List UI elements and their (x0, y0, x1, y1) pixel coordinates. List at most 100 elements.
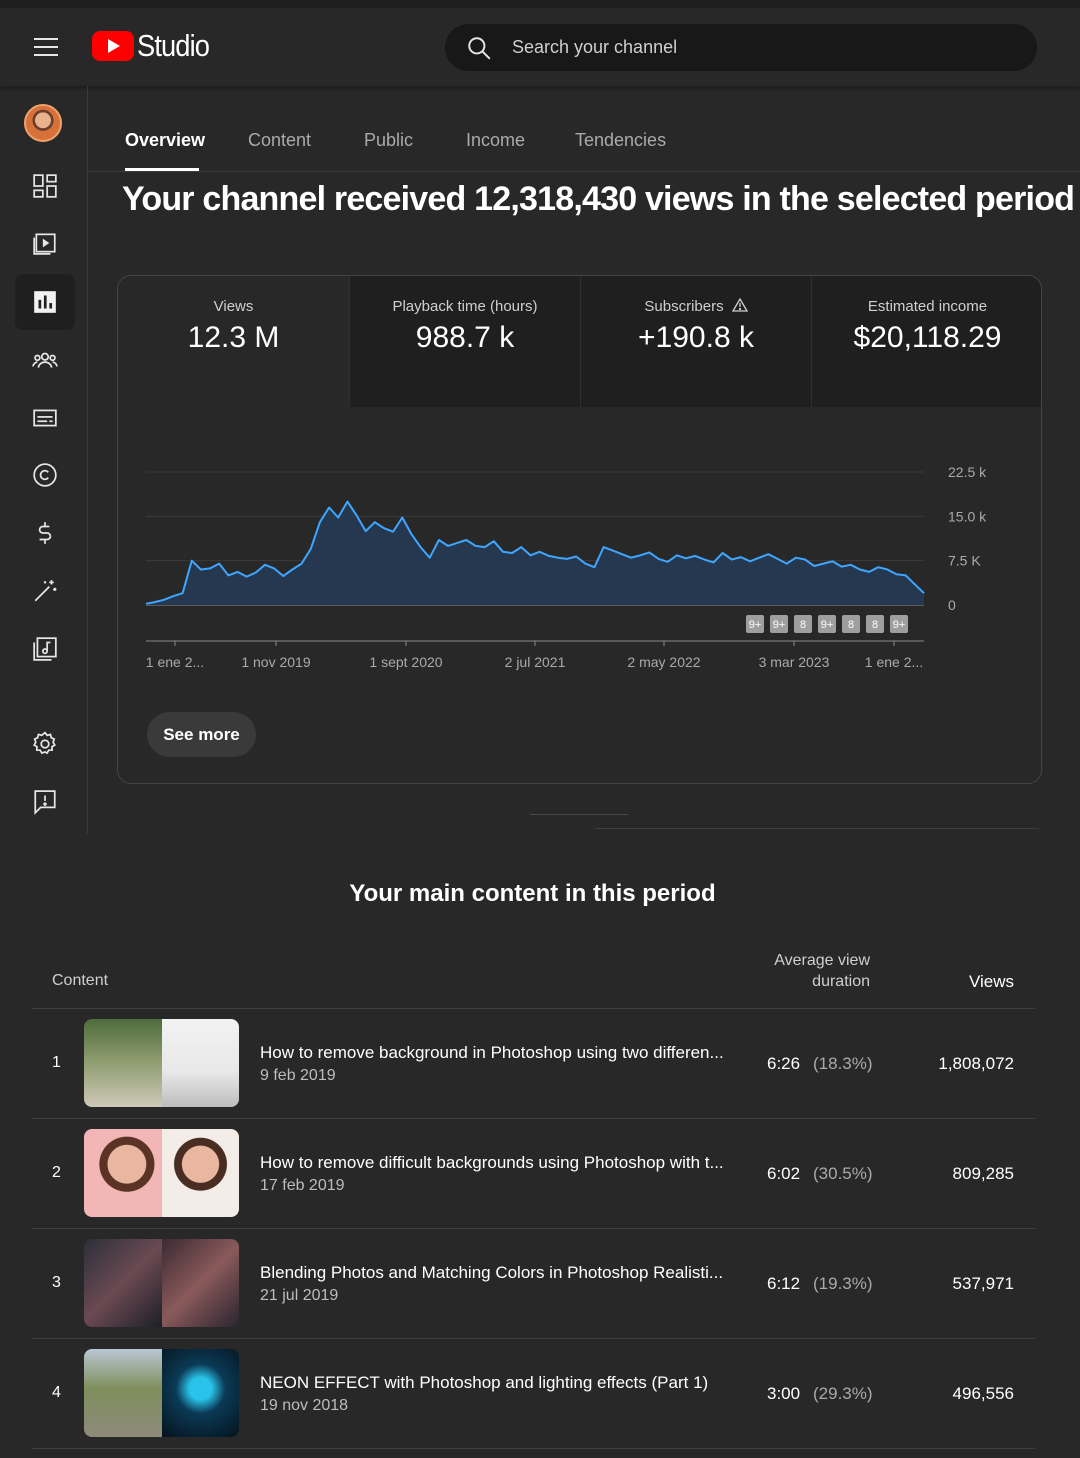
x-tick-label: 2 jul 2021 (505, 654, 566, 670)
metric-subscribers[interactable]: Subscribers +190.8 k (580, 276, 811, 407)
active-tab-indicator (125, 168, 199, 171)
menu-icon[interactable] (24, 32, 68, 62)
header-line-2: duration (812, 973, 870, 990)
table-row[interactable]: 2 How to remove difficult backgrounds us… (32, 1119, 1035, 1229)
top-content-title: Your main content in this period (349, 880, 716, 907)
analytics-tabs: Overview Content Public Income Tendencie… (88, 86, 1080, 172)
x-tick-label: 1 nov 2019 (241, 654, 310, 670)
metric-label-row: Subscribers (581, 298, 811, 315)
table-row[interactable]: 3 Blending Photos and Matching Colors in… (32, 1229, 1035, 1339)
analytics-nav[interactable] (15, 274, 75, 330)
event-marker (818, 615, 836, 633)
divider (530, 814, 628, 815)
x-tick-label: 2 may 2022 (627, 654, 700, 670)
copyright-nav[interactable] (15, 447, 75, 503)
y-tick-label: 0 (948, 597, 956, 613)
divider (595, 828, 1039, 829)
youtube-logo-icon (92, 31, 134, 61)
video-date: 9 feb 2019 (260, 1067, 336, 1084)
avg-view-duration: 6:12 (767, 1274, 801, 1293)
video-views: 537,971 (952, 1274, 1014, 1293)
subtitles-nav[interactable] (15, 390, 75, 446)
studio-logo[interactable]: Studio (92, 28, 219, 64)
metric-views[interactable]: Views 12.3 M (118, 276, 349, 407)
column-header-avg-view-duration[interactable]: Average view duration (774, 950, 870, 992)
audio-library-nav[interactable] (15, 621, 75, 677)
video-date: 17 feb 2019 (260, 1177, 345, 1194)
top-bar: Studio (0, 8, 1080, 86)
content-icon (33, 233, 56, 255)
x-tick-label: 1 ene 2... (865, 654, 923, 670)
audio-library-icon (33, 637, 57, 661)
x-tick-label: 1 sept 2020 (369, 654, 442, 670)
video-thumbnail[interactable] (84, 1349, 239, 1437)
metric-playback-time[interactable]: Playback time (hours) 988.7 k (349, 276, 580, 407)
dashboard-nav[interactable] (15, 158, 75, 214)
copyright-icon (33, 463, 57, 487)
video-title[interactable]: NEON EFFECT with Photoshop and lighting … (260, 1373, 709, 1392)
analytics-icon (34, 291, 56, 313)
event-marker-label: 9+ (749, 619, 762, 631)
warning-icon[interactable] (731, 298, 748, 312)
metric-label: Estimated income (867, 298, 988, 315)
header-line-1: Average view (774, 952, 870, 969)
tab-public[interactable]: Public (364, 130, 414, 150)
search-icon[interactable] (466, 35, 492, 61)
avg-view-percent: (30.5%) (813, 1164, 873, 1183)
event-marker (890, 615, 908, 633)
dashboard-icon (33, 174, 57, 198)
row-rank: 1 (52, 1054, 61, 1071)
video-title[interactable]: Blending Photos and Matching Colors in P… (260, 1263, 724, 1282)
avg-view-duration: 6:02 (767, 1164, 801, 1183)
feedback-nav[interactable] (15, 774, 75, 830)
tab-income[interactable]: Income (466, 130, 526, 150)
earn-nav[interactable] (15, 505, 75, 561)
content-nav[interactable] (15, 215, 75, 271)
video-thumbnail[interactable] (84, 1239, 239, 1327)
sidebar (0, 86, 88, 834)
event-marker (746, 615, 764, 633)
metric-estimated-income[interactable]: Estimated income $20,118.29 (811, 276, 1041, 407)
overview-card: Views 12.3 M Playback time (hours) 988.7… (117, 275, 1042, 784)
community-nav[interactable] (15, 332, 75, 388)
header-divider (32, 1008, 1035, 1009)
search-bar[interactable] (445, 24, 1037, 71)
tab-overview[interactable]: Overview (125, 130, 206, 150)
row-rank: 3 (52, 1274, 61, 1291)
settings-nav[interactable] (15, 716, 75, 772)
earn-icon (38, 522, 52, 544)
column-header-views[interactable]: Views (968, 972, 1014, 991)
customization-nav[interactable] (15, 563, 75, 619)
metric-value: $20,118.29 (853, 321, 1002, 354)
feedback-icon (34, 790, 56, 815)
customization-icon (34, 580, 57, 602)
x-tick-label: 1 ene 2... (146, 654, 204, 670)
y-tick-label: 7.5 K (948, 553, 981, 569)
metric-label: Views (213, 298, 254, 315)
subtitles-icon (33, 409, 57, 427)
settings-icon (32, 731, 56, 755)
video-date: 21 jul 2019 (260, 1287, 339, 1304)
video-title[interactable]: How to remove difficult backgrounds usin… (260, 1153, 724, 1172)
search-input[interactable] (512, 37, 992, 58)
table-row[interactable]: 1 How to remove background in Photoshop … (32, 1009, 1035, 1119)
tab-tendencies[interactable]: Tendencies (575, 130, 667, 150)
event-marker-label: 8 (848, 619, 854, 631)
window-top-strip (0, 0, 1080, 8)
community-icon (32, 352, 58, 368)
metric-label: Subscribers (644, 298, 724, 315)
table-row[interactable]: 4 NEON EFFECT with Photoshop and lightin… (32, 1339, 1035, 1449)
video-title[interactable]: How to remove background in Photoshop us… (260, 1043, 724, 1062)
see-more-button[interactable]: See more (147, 712, 256, 757)
video-thumbnail[interactable] (84, 1019, 239, 1107)
event-marker (866, 615, 884, 633)
tab-content[interactable]: Content (248, 130, 312, 150)
views-chart[interactable]: 22.5 k 15.0 k 7.5 K 0 9+ 9+ 8 9+ 8 8 9+ 1 ene 2... 1… (118, 407, 1041, 707)
video-thumbnail[interactable] (84, 1129, 239, 1217)
avg-view-duration: 3:00 (767, 1384, 801, 1403)
metric-value: +190.8 k (638, 321, 754, 354)
metric-label: Playback time (hours) (392, 298, 538, 315)
video-views: 1,808,072 (938, 1054, 1014, 1073)
avg-view-percent: (18.3%) (813, 1054, 873, 1073)
channel-avatar[interactable] (24, 104, 62, 142)
